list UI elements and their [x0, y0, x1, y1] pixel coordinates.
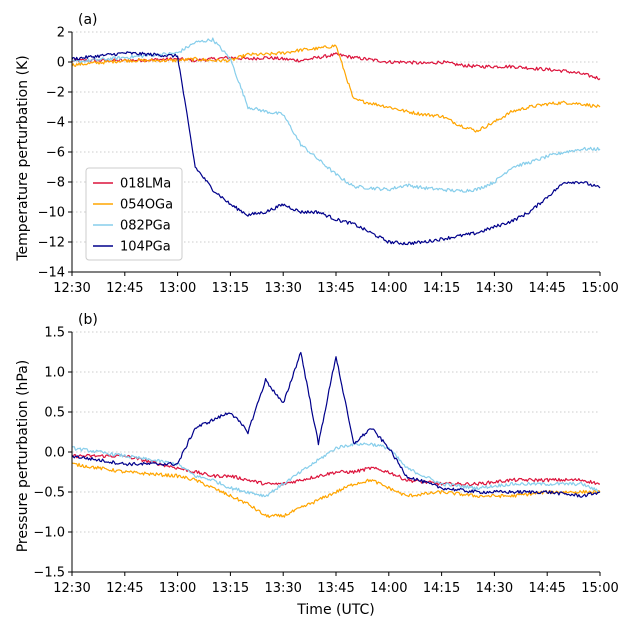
y-tick-label: −0.5 [33, 486, 65, 501]
y-tick-label: 0 [57, 56, 65, 71]
y-tick-label: −4 [46, 116, 65, 131]
series-lines-a [71, 37, 601, 246]
series-line-054OGa [71, 44, 601, 133]
y-tick-label: −1.0 [33, 526, 65, 541]
series-line-018LMa [71, 453, 601, 487]
y-tick-label: 0.5 [44, 406, 65, 421]
legend-label-082PGa: 082PGa [120, 219, 171, 234]
x-tick-label: 12:30 [53, 581, 90, 596]
x-tick-label: 14:30 [476, 581, 513, 596]
y-tick-label: −10 [38, 206, 65, 221]
legend-label-104PGa: 104PGa [120, 240, 171, 255]
x-axis-label: Time (UTC) [296, 602, 374, 618]
x-tick-label: 14:00 [370, 281, 407, 296]
legend: 018LMa 054OGa 082PGa 104PGa [85, 167, 183, 261]
x-tick-label: 12:45 [106, 581, 143, 596]
y-tick-label: 0.0 [44, 446, 65, 461]
panel-label-a: (a) [78, 12, 98, 28]
y-tick-label: −6 [46, 146, 65, 161]
x-tick-label: 15:00 [581, 281, 618, 296]
series-lines-b [71, 351, 601, 519]
x-tick-label: 13:15 [212, 281, 249, 296]
series-line-104PGa [71, 51, 601, 246]
y-tick-label: −8 [46, 176, 65, 191]
y-tick-label: −14 [38, 266, 65, 281]
y-tick-label: −1.5 [33, 566, 65, 581]
x-tick-label: 13:45 [317, 281, 354, 296]
x-tick-label: 13:30 [264, 581, 301, 596]
series-line-104PGa [71, 351, 601, 498]
x-tick-label: 14:00 [370, 581, 407, 596]
y-tick-label: 1.5 [44, 326, 65, 341]
x-tick-label: 14:30 [476, 281, 513, 296]
y-axis-label-temperature: Temperature perturbation (K) [15, 55, 31, 261]
y-tick-label: −2 [46, 86, 65, 101]
legend-box [85, 167, 183, 261]
x-tick-label: 13:15 [212, 581, 249, 596]
x-tick-label: 13:45 [317, 581, 354, 596]
series-line-082PGa [71, 37, 601, 193]
x-tick-label: 12:30 [53, 281, 90, 296]
x-tick-label: 14:45 [528, 581, 565, 596]
x-tick-label: 13:00 [159, 581, 196, 596]
series-line-054OGa [71, 462, 601, 519]
legend-label-018LMa: 018LMa [120, 177, 171, 192]
x-tick-label: 14:15 [423, 281, 460, 296]
x-tick-label: 13:30 [264, 281, 301, 296]
y-tick-label: 1.0 [44, 366, 65, 381]
x-tick-label: 13:00 [159, 281, 196, 296]
y-axis-label-pressure: Pressure perturbation (hPa) [15, 360, 31, 553]
x-tick-label: 14:45 [528, 281, 565, 296]
x-tick-label: 14:15 [423, 581, 460, 596]
x-tick-label: 12:45 [106, 281, 143, 296]
y-tick-label: 2 [57, 26, 65, 41]
series-line-018LMa [71, 52, 601, 81]
grid-b [72, 331, 600, 573]
pressure-panel: (b) 1.5 1.0 0.5 0.0 −0.5 −1.0 −1.512:30 12:45 13… [15, 312, 619, 618]
axes-b: 1.5 1.0 0.5 0.0 −0.5 −1.0 −1.512:30 12:45 13:00 1… [33, 326, 618, 597]
series-line-082PGa [71, 441, 601, 498]
y-tick-label: −12 [38, 236, 65, 251]
x-tick-label: 15:00 [581, 581, 618, 596]
panel-label-b: (b) [78, 312, 98, 328]
legend-label-054OGa: 054OGa [120, 198, 173, 213]
